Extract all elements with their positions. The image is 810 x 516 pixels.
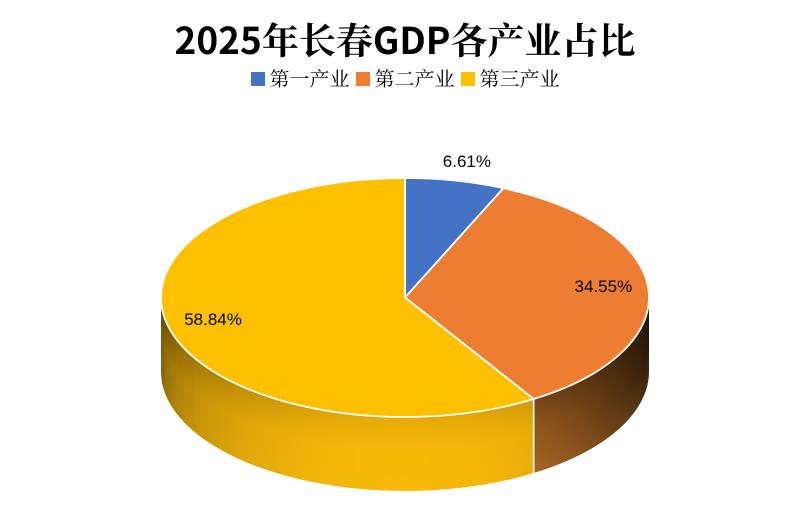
pie-wall-shading [533, 339, 649, 444]
data-label-secondary-industry: 34.55% [574, 277, 633, 297]
pie-wall-shading [533, 366, 649, 471]
pie-wall-shading [533, 347, 649, 452]
pie-wall-shading [533, 311, 649, 416]
legend-item-secondary-industry: 第二产业 [355, 63, 455, 92]
pie-wall-shading [533, 316, 649, 421]
pie-wall-shading [533, 326, 649, 430]
pie-wall-shading [533, 302, 649, 407]
pie-wall-shading [533, 360, 649, 466]
legend-label: 第二产业 [374, 63, 455, 92]
pie-slice-1 [404, 187, 650, 400]
pie-wall-shading [533, 323, 649, 428]
pie-wall-shading [533, 334, 649, 439]
pie-slice-2 [160, 177, 535, 418]
data-label-tertiary-industry: 58.84% [184, 310, 242, 330]
legend-label: 第一产业 [269, 63, 350, 92]
pie-wall-shading [533, 321, 649, 426]
pie-wall-shading [533, 345, 649, 450]
legend-swatch-orange [355, 71, 370, 86]
legend-swatch-yellow [460, 71, 475, 86]
pie-wall-shading [533, 299, 649, 404]
pie-wall-shading [533, 307, 649, 411]
pie-wall-shading [533, 355, 649, 460]
pie-wall-shading [533, 337, 649, 442]
pie-wall-shading [533, 328, 649, 433]
pie-wall-shading [533, 350, 649, 455]
pie-wall-shading [533, 304, 649, 409]
legend-swatch-blue [250, 71, 265, 86]
pie-wall-shading [533, 358, 649, 463]
legend-item-primary-industry: 第一产业 [250, 63, 350, 92]
pie-wall-shading [533, 368, 649, 474]
pie-wall-shading [533, 363, 649, 468]
pie-wall-shading [533, 309, 649, 414]
chart-title: 2025年长春GDP各产业占比 [174, 11, 636, 65]
legend-item-tertiary-industry: 第三产业 [460, 63, 560, 92]
pie-wall [160, 297, 534, 492]
pie-wall-shading [533, 318, 649, 423]
data-label-primary-industry: 6.61% [442, 151, 491, 171]
pie-top [160, 177, 650, 418]
pie-wall-shading [533, 314, 649, 419]
legend: 第一产业 第二产业 第三产业 [0, 66, 810, 90]
legend-label: 第三产业 [479, 63, 560, 92]
pie-wall-shading [533, 342, 649, 447]
pie-wall-shading [533, 353, 649, 458]
